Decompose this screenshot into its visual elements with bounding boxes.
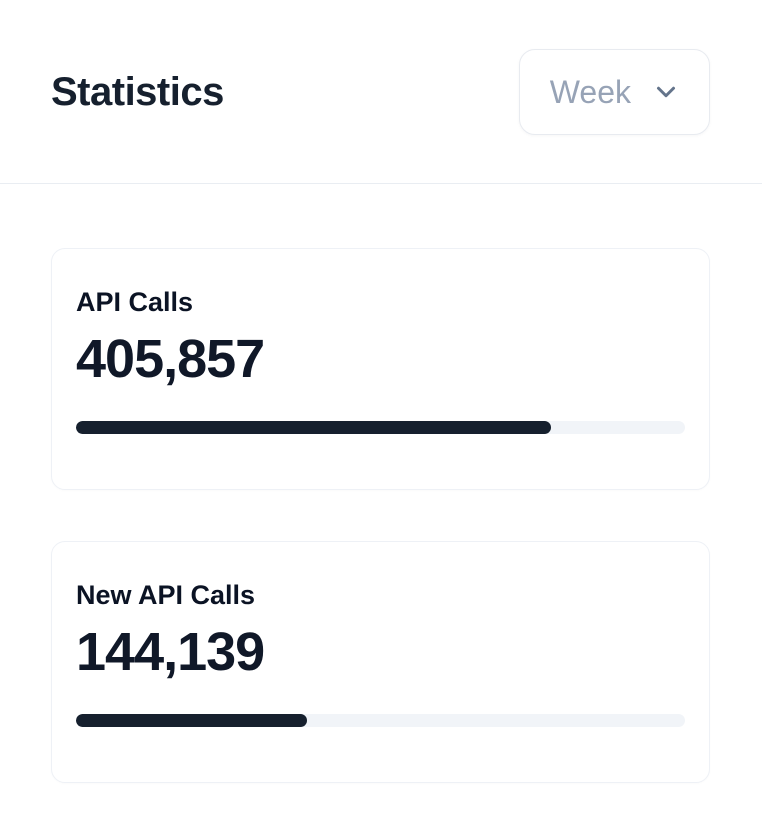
stats-card-list: API Calls 405,857 New API Calls 144,139 bbox=[0, 184, 762, 783]
page-title: Statistics bbox=[51, 69, 224, 114]
stat-card-new-api-calls: New API Calls 144,139 bbox=[51, 541, 710, 783]
progress-fill bbox=[76, 421, 552, 435]
progress-track bbox=[76, 421, 685, 435]
stat-label: API Calls bbox=[76, 287, 194, 317]
stat-label: New API Calls bbox=[76, 580, 256, 610]
header: Statistics Week bbox=[0, 0, 762, 135]
stat-card-api-calls: API Calls 405,857 bbox=[51, 248, 710, 490]
progress-track bbox=[76, 714, 685, 728]
stat-value: 144,139 bbox=[76, 622, 265, 682]
header-divider bbox=[0, 183, 762, 184]
period-selector-dropdown[interactable]: Week bbox=[518, 49, 710, 135]
period-selector-value: Week bbox=[549, 73, 631, 110]
progress-fill bbox=[76, 714, 308, 728]
stat-value: 405,857 bbox=[76, 329, 265, 389]
chevron-down-icon bbox=[651, 77, 681, 107]
